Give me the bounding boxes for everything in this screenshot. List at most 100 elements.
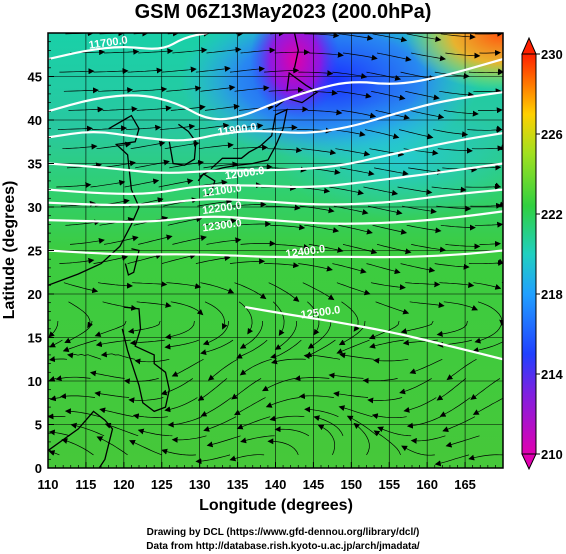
streamline	[55, 375, 91, 382]
colorbar-tick-label: 214	[541, 367, 563, 382]
page-title: GSM 06Z13May2023 (200.0hPa)	[134, 1, 432, 23]
streamline	[97, 282, 133, 289]
streamline	[367, 397, 403, 404]
streamline	[363, 186, 399, 196]
streamline	[204, 301, 228, 330]
streamline	[138, 234, 173, 245]
streamline	[468, 454, 503, 461]
streamline	[371, 90, 406, 101]
streamline	[377, 426, 412, 437]
streamline	[197, 198, 233, 207]
streamline	[470, 202, 503, 209]
streamline	[304, 33, 340, 39]
streamline	[304, 406, 339, 418]
credit-line-2: Data from http://database.rish.kyoto-u.a…	[146, 541, 420, 552]
streamline	[342, 244, 378, 255]
streamline	[468, 69, 503, 76]
streamline	[169, 159, 205, 169]
coastline	[197, 173, 216, 197]
streamline	[298, 393, 334, 400]
streamline	[479, 240, 501, 247]
streamline	[124, 178, 160, 188]
contour-label: 12400.0	[285, 243, 326, 260]
streamline	[94, 320, 127, 337]
streamline	[308, 51, 344, 58]
streamline	[167, 416, 203, 428]
streamline	[90, 179, 126, 188]
height-contours	[48, 33, 503, 361]
streamline	[436, 205, 472, 212]
streamline	[401, 445, 435, 456]
streamline	[445, 52, 481, 59]
streamline	[339, 167, 375, 177]
streamline	[409, 110, 445, 120]
streamline	[48, 450, 60, 456]
streamline	[400, 320, 434, 334]
streamline	[305, 351, 341, 360]
streamline	[369, 339, 404, 349]
streamline	[336, 339, 370, 354]
streamline	[138, 48, 174, 55]
streamline	[479, 49, 501, 56]
streamline	[65, 219, 101, 226]
streamline	[201, 218, 237, 226]
streamline	[132, 413, 168, 420]
streamline	[48, 429, 71, 437]
streamline	[195, 454, 231, 465]
credit-line-1: Drawing by DCL (https://www.gfd-dennou.o…	[146, 527, 420, 538]
streamline	[399, 378, 432, 395]
streamline	[335, 148, 371, 157]
streamline	[403, 397, 437, 413]
streamline	[443, 110, 479, 117]
y-tick-label: 15	[28, 331, 42, 346]
streamline	[442, 416, 476, 432]
streamline	[195, 255, 231, 264]
streamline	[200, 339, 234, 356]
colorbar-bottom-cap	[521, 453, 537, 471]
streamline	[405, 281, 441, 288]
wind-streamlines	[48, 33, 503, 467]
streamline	[229, 454, 265, 462]
streamline	[164, 140, 200, 150]
y-tick-label: 35	[28, 157, 42, 172]
colorbar-top-cap	[521, 36, 537, 55]
streamline	[234, 85, 270, 92]
streamline	[63, 87, 99, 94]
streamline	[372, 33, 408, 43]
streamline	[328, 372, 364, 379]
streamline	[473, 282, 502, 290]
streamline	[308, 244, 344, 253]
streamline	[399, 129, 434, 140]
streamline	[470, 378, 501, 400]
streamline	[443, 301, 479, 311]
streamline	[274, 426, 310, 437]
streamline	[336, 282, 371, 296]
contour-label: 12200.0	[201, 200, 242, 217]
y-tick-label: 45	[28, 70, 42, 85]
height-contour	[48, 249, 503, 259]
contour-labels: 11700.0 11900.0 12000.012100.012200.012300…	[88, 34, 341, 321]
streamline	[130, 140, 166, 150]
streamline	[239, 104, 275, 111]
streamline	[160, 378, 193, 396]
streamline	[229, 66, 265, 73]
streamline	[236, 416, 271, 430]
streamline	[104, 235, 139, 245]
streamline	[301, 148, 337, 156]
streamline	[127, 67, 163, 74]
streamline	[377, 244, 412, 255]
streamline	[91, 125, 128, 132]
streamline	[374, 167, 409, 177]
streamline	[48, 356, 68, 363]
streamline	[203, 161, 239, 169]
streamline	[95, 339, 131, 348]
streamline	[129, 339, 165, 346]
streamline	[267, 438, 299, 456]
streamline	[67, 352, 102, 360]
streamline	[160, 123, 196, 130]
streamline	[434, 454, 469, 467]
streamline	[126, 124, 162, 131]
streamline	[271, 358, 306, 365]
streamline	[339, 352, 375, 360]
streamline	[198, 142, 234, 150]
